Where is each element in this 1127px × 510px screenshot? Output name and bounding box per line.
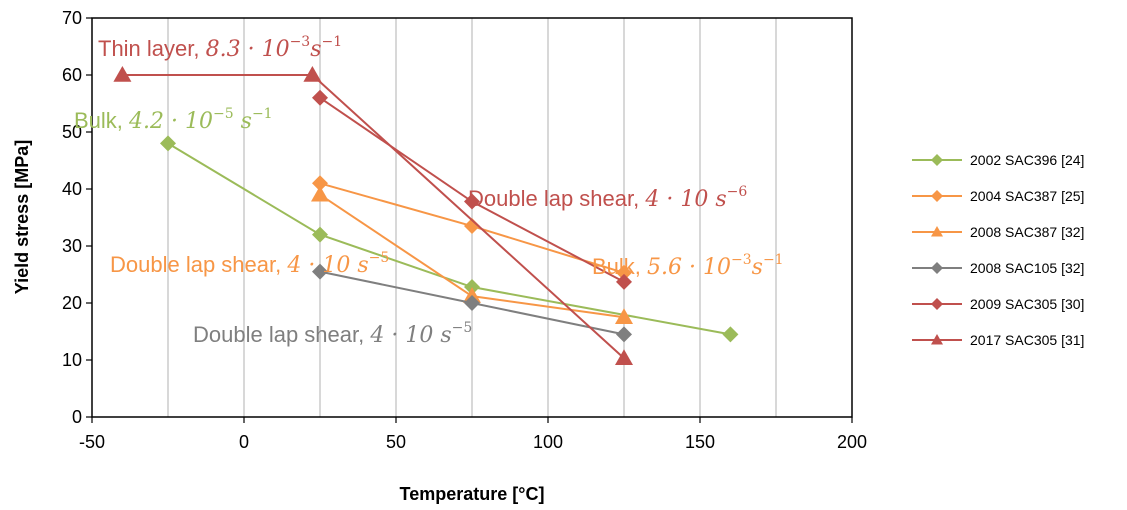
data-point-triangle bbox=[303, 66, 322, 82]
annotation-part: −1 bbox=[763, 252, 784, 268]
x-tick-label: 200 bbox=[837, 432, 867, 452]
x-tick-label: 50 bbox=[386, 432, 406, 452]
data-point-triangle bbox=[113, 66, 132, 82]
data-point-diamond bbox=[722, 326, 739, 343]
data-point-diamond bbox=[931, 262, 943, 274]
legend-label: 2008 SAC387 [32] bbox=[970, 224, 1084, 240]
data-point-triangle bbox=[615, 308, 633, 324]
data-point-diamond bbox=[312, 175, 328, 192]
data-point-diamond bbox=[616, 326, 632, 343]
legend-label: 2009 SAC305 [30] bbox=[970, 296, 1084, 312]
data-point-diamond bbox=[616, 273, 632, 290]
annotation-part: s bbox=[440, 323, 451, 348]
annotation-part: s bbox=[715, 187, 726, 212]
y-tick-label: 50 bbox=[62, 122, 82, 142]
annotation-part: −6 bbox=[727, 184, 748, 200]
series-5 bbox=[113, 66, 633, 366]
data-point-diamond bbox=[931, 298, 943, 310]
data-point-diamond bbox=[931, 154, 943, 166]
legend-label: 2008 SAC105 [32] bbox=[970, 260, 1084, 276]
plot-border bbox=[91, 17, 853, 418]
legend-item: 2017 SAC305 [31] bbox=[912, 332, 1084, 348]
annotation-part: −5 bbox=[452, 320, 473, 336]
annotation-label: Double lap shear, 4 · 10 s−5 bbox=[193, 320, 472, 348]
annotation-part: −3 bbox=[290, 34, 311, 50]
legend-label: 2002 SAC396 [24] bbox=[970, 152, 1084, 168]
legend: 2002 SAC396 [24] 2004 SAC387 [25] 2008 SAC… bbox=[912, 152, 1084, 348]
annotation-part: 8.3 · 10 bbox=[206, 37, 290, 62]
annotation-label: Bulk, 4.2 · 10−5 s−1 bbox=[74, 106, 273, 134]
annotation-part: −1 bbox=[252, 106, 273, 122]
annotation-part: Double lap shear, bbox=[110, 252, 287, 277]
data-point-diamond bbox=[616, 264, 632, 281]
data-point-diamond bbox=[464, 295, 480, 311]
x-tick-label: 150 bbox=[685, 432, 715, 452]
annotation-part: Thin layer, bbox=[98, 36, 206, 61]
tick-labels: 0 10 20 30 40 50 60 70 -50 0 50 100 150 200 bbox=[62, 8, 867, 452]
annotation-part: Double lap shear, bbox=[193, 322, 370, 347]
annotation-label: Bulk, 5.6 · 10−3s−1 bbox=[592, 252, 784, 280]
annotation-part: s bbox=[357, 253, 368, 278]
annotation-part: 4.2 · 10 bbox=[128, 109, 213, 134]
annotation-part: −5 bbox=[213, 106, 234, 122]
y-tick-label: 20 bbox=[62, 293, 82, 313]
x-tick-label: 0 bbox=[239, 432, 249, 452]
series-0 bbox=[160, 135, 739, 343]
legend-item: 2002 SAC396 [24] bbox=[912, 152, 1084, 168]
data-point-diamond bbox=[931, 190, 943, 202]
y-tick-label: 70 bbox=[62, 8, 82, 28]
annotation-label: Double lap shear, 4 · 10 s−5 bbox=[110, 250, 389, 278]
x-tick-label: -50 bbox=[79, 432, 105, 452]
data-series bbox=[113, 66, 739, 366]
legend-item: 2008 SAC105 [32] bbox=[912, 260, 1084, 276]
data-point-triangle bbox=[615, 349, 633, 366]
annotation-label: Thin layer, 8.3 · 10−3s−1 bbox=[98, 34, 342, 62]
series-3 bbox=[312, 263, 632, 343]
legend-item: 2009 SAC305 [30] bbox=[912, 296, 1084, 312]
annotation-part: −5 bbox=[369, 250, 390, 266]
annotation-part: s bbox=[310, 37, 321, 62]
data-point-diamond bbox=[160, 135, 176, 152]
annotation-part: 4 · 10 bbox=[286, 253, 357, 278]
data-point-diamond bbox=[312, 263, 328, 280]
y-tick-label: 30 bbox=[62, 236, 82, 256]
annotation-part: 4 · 10 bbox=[644, 187, 715, 212]
axes bbox=[86, 17, 853, 423]
data-point-triangle bbox=[311, 185, 329, 202]
annotation-part: Bulk, bbox=[592, 254, 647, 279]
annotation-label: Double lap shear, 4 · 10 s−6 bbox=[468, 184, 747, 212]
y-tick-label: 60 bbox=[62, 65, 82, 85]
data-point-diamond bbox=[312, 89, 328, 106]
legend-item: 2008 SAC387 [32] bbox=[912, 224, 1084, 240]
annotation-part: 4 · 10 bbox=[369, 323, 440, 348]
y-tick-label: 0 bbox=[72, 407, 82, 427]
data-point-triangle bbox=[931, 334, 943, 345]
series-4 bbox=[312, 89, 632, 290]
annotation-part: Bulk, bbox=[74, 108, 129, 133]
series-1 bbox=[312, 175, 632, 281]
annotation-part: −1 bbox=[322, 34, 343, 50]
annotation-part: 5.6 · 10 bbox=[647, 255, 731, 280]
annotation-part: Double lap shear, bbox=[468, 186, 645, 211]
data-point-diamond bbox=[312, 226, 328, 243]
x-tick-label: 100 bbox=[533, 432, 563, 452]
legend-label: 2004 SAC387 [25] bbox=[970, 188, 1084, 204]
data-point-diamond bbox=[464, 193, 480, 210]
data-point-diamond bbox=[464, 279, 480, 296]
series-line bbox=[167, 142, 731, 336]
legend-label: 2017 SAC305 [31] bbox=[970, 332, 1084, 348]
data-point-diamond bbox=[464, 218, 480, 235]
annotation-part: s bbox=[752, 255, 763, 280]
y-axis-title: Yield stress [MPa] bbox=[12, 140, 32, 294]
data-point-triangle bbox=[931, 226, 943, 237]
legend-item: 2004 SAC387 [25] bbox=[912, 188, 1084, 204]
y-tick-label: 10 bbox=[62, 350, 82, 370]
y-tick-label: 40 bbox=[62, 179, 82, 199]
annotation-part: −3 bbox=[731, 252, 752, 268]
x-axis-title: Temperature [°C] bbox=[400, 484, 545, 504]
annotation-part: s bbox=[234, 109, 252, 134]
